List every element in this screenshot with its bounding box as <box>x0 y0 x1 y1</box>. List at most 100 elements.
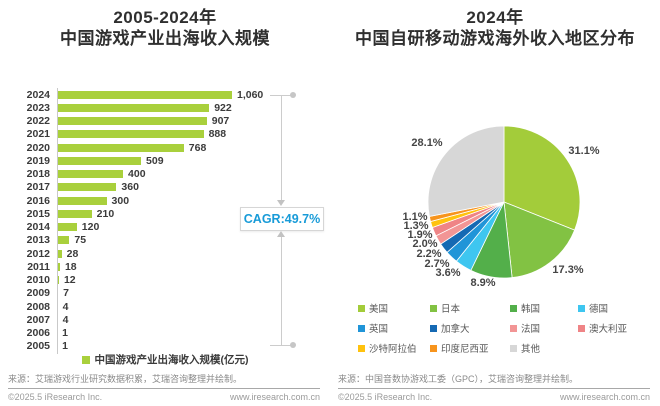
bar-track: 75 <box>57 234 320 247</box>
pie-percent-label-其他: 28.1% <box>411 137 443 149</box>
pie-chart-title-line2: 中国自研移动游戏海外收入地区分布 <box>355 29 635 48</box>
bar-2023 <box>57 103 210 112</box>
pie-percent-label-印度尼西亚: 1.1% <box>402 211 428 223</box>
value-label: 360 <box>121 181 139 194</box>
value-label: 888 <box>208 128 227 141</box>
year-label: 2020 <box>26 141 50 154</box>
pie-percent-label-沙特阿拉伯: 1.3% <box>403 220 429 232</box>
pie-chart-title-line1: 2024年 <box>466 8 524 27</box>
legend-label: 日本 <box>441 304 461 315</box>
pie-percent-label-法国: 2.0% <box>412 238 438 250</box>
year-label: 2012 <box>26 247 50 260</box>
legend-swatch <box>510 344 517 352</box>
cagr-bracket-top-dot <box>290 92 296 98</box>
legend-label: 法国 <box>521 324 541 335</box>
pie-percent-label-德国: 3.6% <box>435 267 461 279</box>
footer: ©2025.5 iResearch Inc. www.iresearch.com… <box>338 392 650 402</box>
pie-slice-美国 <box>503 125 581 231</box>
bar-chart: 2024 1,060 2023 922 2022 907 2021 888 2020 768 201… <box>10 88 320 353</box>
value-label: 300 <box>111 194 130 207</box>
value-label: 1 <box>62 340 68 353</box>
value-label: 120 <box>81 221 100 234</box>
pie-slice-其他 <box>427 125 505 217</box>
legend-swatch <box>510 324 517 332</box>
year-label: 2005 <box>26 340 50 353</box>
website-url: www.iresearch.com.cn <box>559 392 650 402</box>
year-label: 2022 <box>26 115 50 128</box>
bar-track: 28 <box>57 247 320 260</box>
bar-row-2019: 2019 509 <box>10 154 320 167</box>
legend-label: 中国游戏产业出海收入规模(亿元) <box>94 354 249 366</box>
legend-swatch <box>578 324 585 332</box>
bar-track: 509 <box>57 154 320 167</box>
bar-track: 18 <box>57 260 320 273</box>
bar-row-2022: 2022 907 <box>10 115 320 128</box>
value-label: 907 <box>211 115 230 128</box>
legend-label: 加拿大 <box>441 324 470 335</box>
legend-item-美国: 美国 <box>358 298 430 318</box>
legend-item-英国: 英国 <box>358 318 430 338</box>
legend-swatch <box>358 304 365 312</box>
bar-track: 210 <box>57 207 320 220</box>
bar-row-2018: 2018 400 <box>10 168 320 181</box>
year-label: 2014 <box>26 221 50 234</box>
pie-chart <box>427 125 581 279</box>
bar-2017 <box>57 183 117 192</box>
legend-swatch <box>81 355 90 364</box>
bar-track: 907 <box>57 115 320 128</box>
bar-2015 <box>57 209 92 218</box>
year-label: 2007 <box>26 313 50 326</box>
bar-2013 <box>57 236 70 245</box>
value-label: 1,060 <box>237 88 264 101</box>
pie-percent-label-澳大利亚: 1.9% <box>407 229 433 241</box>
year-label: 2011 <box>27 260 50 273</box>
bar-row-2017: 2017 360 <box>10 181 320 194</box>
bar-row-2020: 2020 768 <box>10 141 320 154</box>
legend-label: 英国 <box>369 324 389 335</box>
bar-2019 <box>57 156 142 165</box>
value-label: 1 <box>62 327 68 340</box>
legend-item-韩国: 韩国 <box>510 298 578 318</box>
legend-item-其他: 其他 <box>510 338 578 358</box>
bar-track: 300 <box>57 194 320 207</box>
cagr-badge: CAGR:49.7% <box>240 207 324 231</box>
bar-track: 120 <box>57 221 320 234</box>
value-label: 12 <box>63 274 76 287</box>
value-label: 18 <box>64 260 77 273</box>
bar-2016 <box>57 196 107 205</box>
bar-2024 <box>57 90 232 99</box>
value-label: 4 <box>62 313 69 326</box>
legend-swatch <box>578 304 585 312</box>
legend-swatch <box>358 344 365 352</box>
bar-track: 1,060 <box>57 88 320 101</box>
legend-label: 澳大利亚 <box>589 324 628 335</box>
legend-swatch <box>430 324 437 332</box>
bar-2011 <box>57 262 60 271</box>
legend-item-法国: 法国 <box>510 318 578 338</box>
copyright-text: ©2025.5 iResearch Inc. <box>338 392 433 402</box>
bar-track: 400 <box>57 168 320 181</box>
year-label: 2015 <box>26 207 50 220</box>
source-note: 来源：艾瑞游戏行业研究数据积累，艾瑞咨询整理并绘制。 <box>8 374 243 384</box>
bar-track: 888 <box>57 128 320 141</box>
legend-item-印度尼西亚: 印度尼西亚 <box>430 338 510 358</box>
cagr-label: CAGR:49.7% <box>243 212 321 226</box>
year-label: 2018 <box>26 168 50 181</box>
legend-label: 印度尼西亚 <box>441 344 489 355</box>
value-label: 400 <box>128 168 146 181</box>
bar-row-2024: 2024 1,060 <box>10 88 320 101</box>
legend-swatch <box>510 304 517 312</box>
bar-track: 922 <box>57 101 320 114</box>
legend-item-澳大利亚: 澳大利亚 <box>578 318 627 338</box>
bar-row-2014: 2014 120 <box>10 221 320 234</box>
value-label: 7 <box>63 287 69 300</box>
pie-percent-label-美国: 31.1% <box>568 145 600 157</box>
bar-chart-panel: 2005-2024年 中国游戏产业出海收入规模 2024 1,060 2023 922… <box>8 8 324 402</box>
footer: ©2025.5 iResearch Inc. www.iresearch.com… <box>8 392 320 402</box>
legend-swatch <box>358 324 365 332</box>
year-label: 2016 <box>26 194 50 207</box>
pie-chart-title: 2024年 中国自研移动游戏海外收入地区分布 <box>330 7 660 49</box>
legend-swatch <box>430 304 437 312</box>
year-label: 2006 <box>26 327 50 340</box>
